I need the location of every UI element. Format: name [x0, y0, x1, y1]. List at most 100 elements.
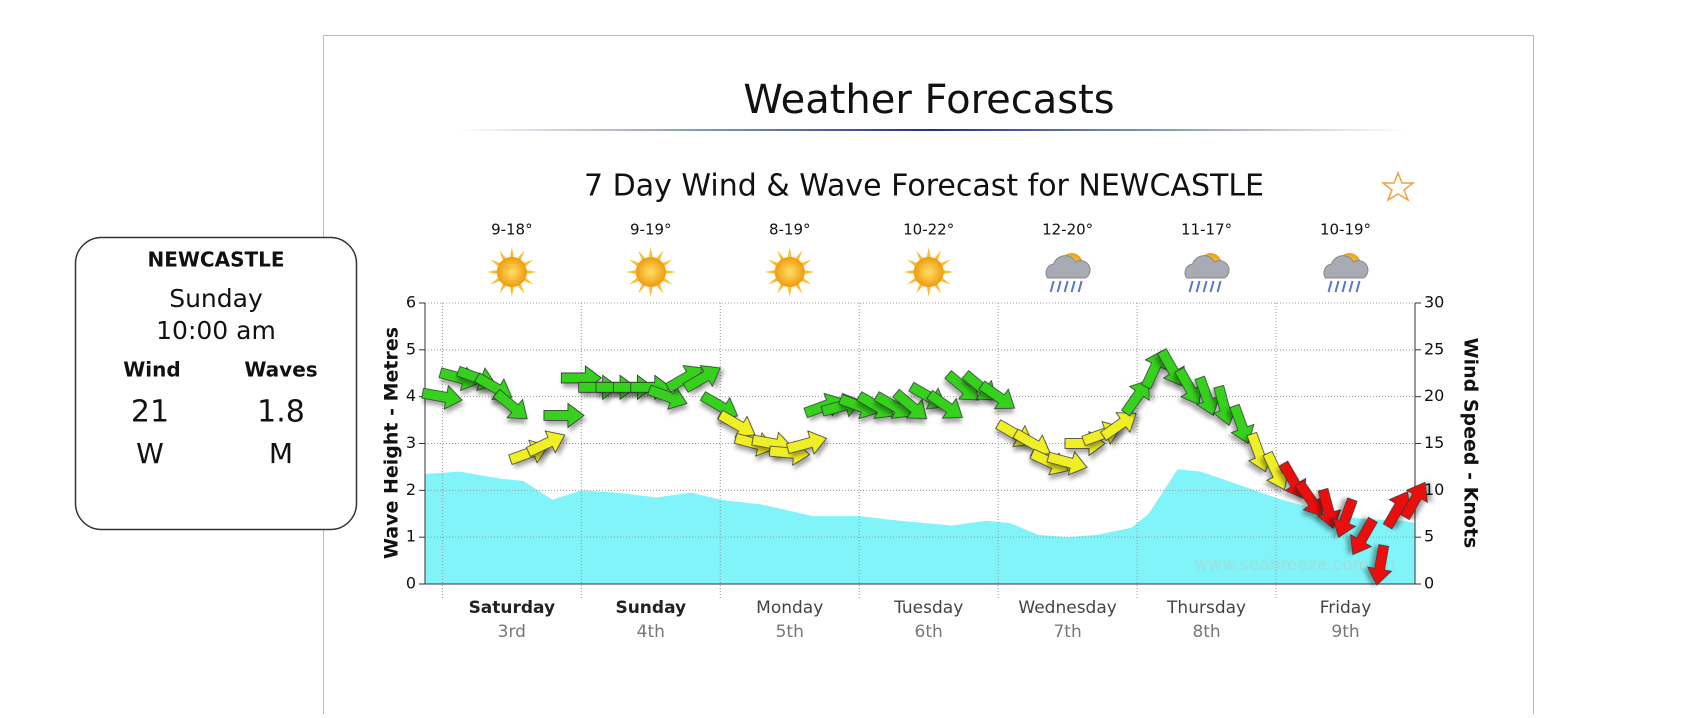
y2-tick-label: 30: [1424, 293, 1444, 312]
sun-ray: [499, 250, 507, 262]
sun-ray: [787, 285, 792, 297]
day-name: Sunday: [615, 598, 686, 618]
day-temp: 12-20°: [1042, 221, 1093, 239]
wind-arrow: [1099, 412, 1137, 441]
title-rule: [455, 129, 1405, 131]
sun-ray: [522, 259, 534, 267]
card-waves-label: Waves: [244, 358, 317, 382]
sun-ray: [509, 247, 514, 259]
weather-icon: [625, 247, 676, 297]
y2-axis-label: Wind Speed - Knots: [1460, 338, 1482, 549]
sun-ray: [661, 259, 673, 267]
day-name: Wednesday: [1018, 598, 1116, 618]
day-date: 6th: [915, 622, 943, 642]
day-date: 5th: [776, 622, 804, 642]
y-tick-label: 4: [406, 386, 416, 405]
sun-ray: [629, 277, 640, 285]
day-name: Friday: [1320, 598, 1372, 618]
wind-arrow: [1046, 450, 1088, 476]
card-wind-dir: W: [136, 437, 164, 470]
plot: www.seabreeze.com.au 0 1 2 3 4 5 6 0 5 10 15 20 25 30 9…: [406, 221, 1445, 643]
rain: [1348, 280, 1354, 293]
rain: [1202, 280, 1208, 293]
y-axis-label: Wave Height - Metres: [381, 327, 403, 559]
sun-ray: [916, 250, 924, 262]
wind-arrow: [1400, 481, 1428, 521]
rain: [1209, 280, 1215, 293]
sun-ray: [655, 282, 664, 294]
wind-arrow: [421, 384, 463, 410]
sun-ray: [490, 259, 501, 267]
y-tick-label: 5: [406, 339, 416, 358]
sun-ray: [499, 282, 507, 294]
card-wave-unit: M: [269, 437, 293, 470]
y2-tick-label: 20: [1424, 386, 1444, 405]
sun-ray: [525, 269, 537, 275]
sun-ray: [638, 250, 646, 262]
sun-ray: [625, 269, 637, 275]
card-time: 10:00 am: [156, 316, 276, 345]
sun-ray: [916, 282, 924, 294]
rain: [1077, 280, 1083, 293]
rain: [1216, 280, 1222, 293]
sun-ray: [516, 282, 525, 294]
sun-ray: [777, 250, 785, 262]
wind-arrow: [1294, 479, 1324, 517]
weather-icon: [1184, 253, 1230, 293]
y2-tick-label: 25: [1424, 339, 1444, 358]
y-tick-label: 1: [406, 527, 416, 546]
day-temp: 11-17°: [1181, 221, 1232, 239]
sun-ray: [800, 259, 812, 267]
wind-arrow: [492, 388, 528, 420]
sun-ray: [509, 285, 514, 297]
favourite-star[interactable]: [1380, 170, 1416, 202]
sun-ray: [907, 277, 918, 285]
sun-ray: [903, 269, 915, 275]
card-wind-speed: 21: [131, 395, 169, 430]
sun-ray: [907, 259, 918, 267]
sun-disc: [635, 257, 666, 287]
card-location: NEWCASTLE: [147, 248, 284, 272]
wave-area: [425, 469, 1415, 584]
rain: [1056, 280, 1062, 293]
sun-ray: [777, 282, 785, 294]
day-name: Tuesday: [893, 598, 963, 618]
sun-ray: [939, 259, 951, 267]
wind-arrow: [1332, 497, 1358, 538]
weather-icon: [1045, 253, 1091, 293]
y-tick-label: 2: [406, 480, 416, 499]
wind-arrow: [1174, 366, 1203, 406]
rain: [1195, 280, 1201, 293]
sun-ray: [629, 259, 640, 267]
card-wave-height: 1.8: [257, 395, 305, 430]
rain: [1341, 280, 1347, 293]
weather-icon: [1323, 253, 1369, 293]
y-tick-label: 0: [406, 574, 416, 593]
y-tick-label: 3: [406, 433, 416, 452]
rain: [1355, 280, 1361, 293]
cloud: [1045, 255, 1091, 279]
sun-ray: [794, 282, 803, 294]
sun-ray: [764, 269, 776, 275]
sun-ray: [794, 250, 803, 262]
sun-ray: [933, 282, 942, 294]
wind-arrow: [892, 388, 928, 420]
cloud: [1184, 255, 1230, 279]
y2-tick-label: 5: [1424, 527, 1434, 546]
weather-icon: [903, 247, 954, 297]
day-temp: 8-19°: [769, 221, 811, 239]
sun-ray: [768, 277, 779, 285]
sun-ray: [648, 247, 653, 259]
card-wind-label: Wind: [123, 358, 180, 382]
rain: [1070, 280, 1076, 293]
sun-ray: [522, 277, 534, 285]
day-name: Monday: [756, 598, 823, 618]
y2-tick-label: 10: [1424, 480, 1444, 499]
rain: [1327, 280, 1333, 293]
sun-ray: [926, 247, 931, 259]
sun-disc: [774, 257, 805, 287]
sun-disc: [913, 257, 944, 287]
wind-arrow: [1229, 403, 1255, 445]
